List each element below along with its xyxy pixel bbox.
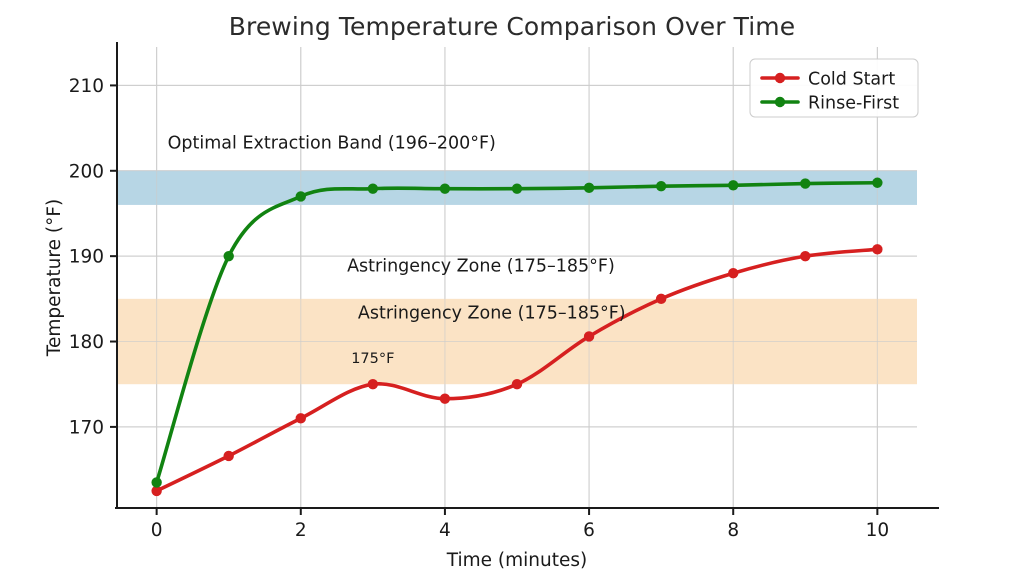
data-point-rinse-first[interactable] bbox=[583, 182, 595, 194]
data-point-cold-start[interactable] bbox=[872, 244, 883, 255]
y-axis-tick-label: 180 bbox=[69, 332, 104, 353]
plot-background bbox=[117, 47, 917, 508]
data-point-rinse-first[interactable] bbox=[295, 191, 306, 202]
data-point-rinse-first[interactable] bbox=[511, 183, 523, 194]
data-point-cold-start[interactable] bbox=[800, 250, 811, 262]
y-axis-tick-label: 200 bbox=[69, 161, 104, 182]
legend-marker-0 bbox=[774, 72, 786, 84]
data-point-rinse-first[interactable] bbox=[655, 180, 667, 192]
data-point-rinse-first[interactable] bbox=[367, 183, 379, 194]
astringency-annotation-upper: Astringency Zone (175–185°F) bbox=[347, 257, 615, 277]
data-point-rinse-first[interactable] bbox=[439, 183, 451, 194]
x-axis-tick-label: 8 bbox=[727, 520, 739, 541]
y-axis-title: Temperature (°F) bbox=[44, 199, 65, 357]
data-point-rinse-first[interactable] bbox=[872, 177, 883, 188]
x-axis-tick-label: 10 bbox=[866, 520, 890, 541]
y-axis-tick-label: 210 bbox=[69, 76, 104, 97]
optimal-extraction-annotation: Optimal Extraction Band (196–200°F) bbox=[168, 134, 496, 154]
data-point-rinse-first[interactable] bbox=[151, 477, 162, 488]
data-point-rinse-first[interactable] bbox=[800, 178, 811, 189]
astringency-annotation-lower: Astringency Zone (175–185°F) bbox=[358, 303, 626, 323]
data-point-cold-start[interactable] bbox=[511, 379, 523, 390]
peak-point-annotation: 175°F bbox=[351, 351, 394, 367]
data-point-rinse-first[interactable] bbox=[223, 250, 234, 262]
x-axis-title: Time (minutes) bbox=[446, 550, 587, 571]
data-point-cold-start[interactable] bbox=[583, 331, 595, 342]
chart-title: Brewing Temperature Comparison Over Time bbox=[228, 12, 796, 41]
legend-label-0[interactable]: Cold Start bbox=[808, 70, 895, 90]
x-axis-tick-label: 6 bbox=[583, 520, 595, 541]
data-point-cold-start[interactable] bbox=[223, 450, 234, 462]
data-point-cold-start[interactable] bbox=[367, 379, 379, 390]
legend-label-1[interactable]: Rinse-First bbox=[808, 94, 899, 114]
y-axis-tick-label: 170 bbox=[69, 417, 104, 438]
legend-marker-1 bbox=[774, 96, 786, 108]
x-axis-tick-label: 4 bbox=[439, 520, 451, 541]
y-axis-tick-label: 190 bbox=[69, 247, 104, 268]
data-point-cold-start[interactable] bbox=[151, 485, 162, 497]
data-point-cold-start[interactable] bbox=[728, 268, 739, 279]
x-axis-tick-label: 2 bbox=[295, 520, 307, 541]
data-point-rinse-first[interactable] bbox=[728, 180, 739, 191]
data-point-cold-start[interactable] bbox=[655, 293, 667, 305]
x-axis-tick-label: 0 bbox=[151, 520, 163, 541]
data-point-cold-start[interactable] bbox=[439, 393, 451, 404]
data-point-cold-start[interactable] bbox=[295, 413, 306, 424]
series-line-rinse-first bbox=[154, 180, 880, 485]
